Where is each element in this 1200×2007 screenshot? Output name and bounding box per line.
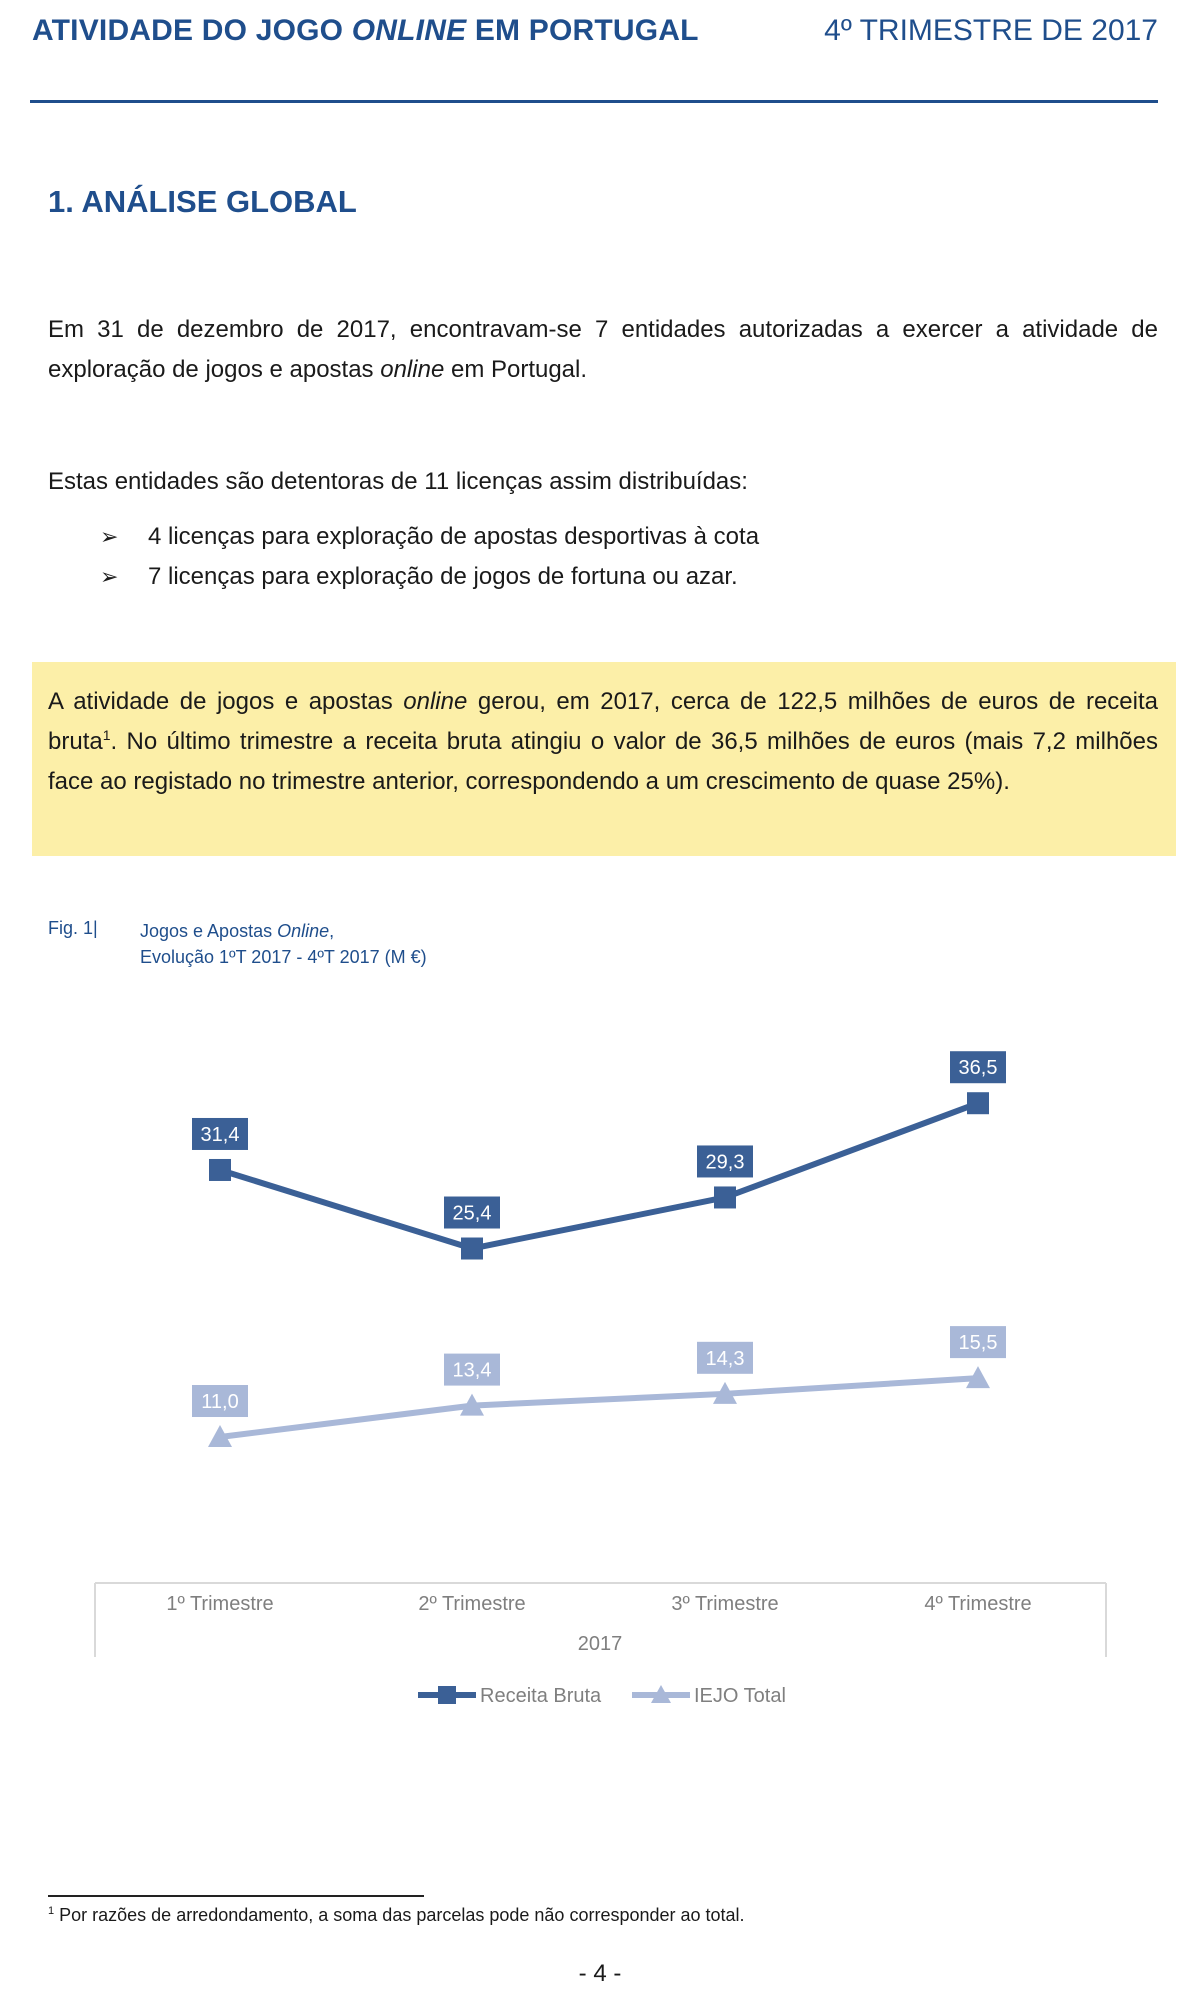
data-label: 36,5 <box>959 1057 998 1079</box>
data-label-box <box>444 1353 500 1386</box>
figure-caption-line2: Evolução 1ºT 2017 - 4ºT 2017 (M €) <box>140 947 427 967</box>
paragraph-licenses: Estas entidades são detentoras de 11 lic… <box>48 468 748 495</box>
category-label: 3º Trimestre <box>671 1593 778 1615</box>
data-point <box>209 1158 231 1181</box>
data-label: 31,4 <box>201 1124 240 1146</box>
paragraph-entities-text-a: Em 31 de dezembro de 2017, encontravam-s… <box>48 316 1158 383</box>
highlight-italic: online <box>403 688 468 715</box>
category-label: 4º Trimestre <box>924 1593 1031 1615</box>
document-title-part1: ATIVIDADE DO JOGO <box>32 14 352 47</box>
data-label: 29,3 <box>706 1151 745 1173</box>
arrow-bullet-icon: ➢ <box>100 564 119 589</box>
data-label-box <box>192 1385 248 1418</box>
data-label: 11,0 <box>201 1391 238 1413</box>
list-item: ➢ 4 licenças para exploração de apostas d… <box>100 517 759 557</box>
document-title: ATIVIDADE DO JOGO ONLINE EM PORTUGAL <box>32 14 699 48</box>
data-point <box>966 1366 990 1389</box>
figure-caption-text-a: Jogos e Apostas <box>140 921 278 941</box>
paragraph-entities-text-b: em Portugal. <box>444 356 588 383</box>
data-point <box>714 1186 736 1209</box>
category-group-label: 2017 <box>578 1633 623 1655</box>
figure-caption-line1: Jogos e Apostas Online, <box>140 918 427 944</box>
list-item-text: 7 licenças para exploração de jogos de f… <box>148 563 738 590</box>
paragraph-entities-italic: online <box>380 356 445 383</box>
data-label: 13,4 <box>453 1360 492 1382</box>
footnote-reference[interactable]: 1 <box>102 727 111 743</box>
footnote: 1 Por razões de arredondamento, a soma d… <box>48 1905 745 1926</box>
data-point <box>460 1393 484 1416</box>
data-point <box>967 1092 989 1115</box>
data-label: 25,4 <box>453 1203 492 1225</box>
highlight-text-c: . No último trimestre a receita bruta at… <box>48 728 1158 795</box>
paragraph-entities: Em 31 de dezembro de 2017, encontravam-s… <box>48 310 1158 390</box>
legend-label: IEJO Total <box>694 1685 786 1707</box>
page-number: - 4 - <box>578 1960 622 1987</box>
list-item-text: 4 licenças para exploração de apostas de… <box>148 523 760 550</box>
data-label: 14,3 <box>706 1348 745 1370</box>
data-label-box <box>697 1145 753 1178</box>
data-label-box <box>697 1341 753 1374</box>
footnote-divider <box>48 1895 424 1897</box>
header-divider <box>30 100 1158 103</box>
highlight-text-b: gerou, em 2017, cerca de 122,5 milhões d… <box>48 688 1158 755</box>
data-label-box <box>444 1196 500 1229</box>
highlight-text: A atividade de jogos e apostas online ge… <box>48 682 1158 802</box>
legend-marker <box>438 1686 456 1704</box>
document-period: 4º TRIMESTRE DE 2017 <box>824 14 1158 47</box>
section-title: 1. ANÁLISE GLOBAL <box>48 184 357 219</box>
list-item: ➢ 7 licenças para exploração de jogos de … <box>100 557 738 597</box>
highlight-text-a: A atividade de jogos e apostas <box>48 688 404 715</box>
category-label: 2º Trimestre <box>418 1593 525 1615</box>
data-point <box>461 1237 483 1260</box>
footnote-text: Por razões de arredondamento, a soma das… <box>54 1905 745 1925</box>
document-title-part2: EM PORTUGAL <box>466 14 699 47</box>
arrow-bullet-icon: ➢ <box>100 524 119 549</box>
legend-label: Receita Bruta <box>480 1685 602 1707</box>
figure-number: Fig. 1| <box>48 918 98 938</box>
figure-caption-text-b: , <box>329 921 335 941</box>
data-label-box <box>192 1117 248 1150</box>
line-chart: 1º Trimestre 2º Trimestre 3º Trimestre 4º T… <box>94 1051 1107 1707</box>
series-line-iejo-total <box>219 1375 979 1440</box>
category-label: 1º Trimestre <box>166 1593 273 1615</box>
highlight-box <box>32 662 1176 856</box>
footnote-number: 1 <box>48 1905 55 1917</box>
data-point <box>208 1425 232 1448</box>
series-line-receita-bruta <box>219 1100 980 1252</box>
data-point <box>713 1381 737 1404</box>
data-label-box <box>950 1051 1006 1084</box>
data-label: 15,5 <box>959 1332 998 1354</box>
figure-caption: Jogos e Apostas Online, Evolução 1ºT 201… <box>140 918 427 970</box>
data-label-box <box>950 1326 1006 1359</box>
document-title-italic: ONLINE <box>351 14 467 47</box>
legend-marker <box>651 1685 671 1703</box>
figure-caption-italic: Online <box>277 921 330 941</box>
